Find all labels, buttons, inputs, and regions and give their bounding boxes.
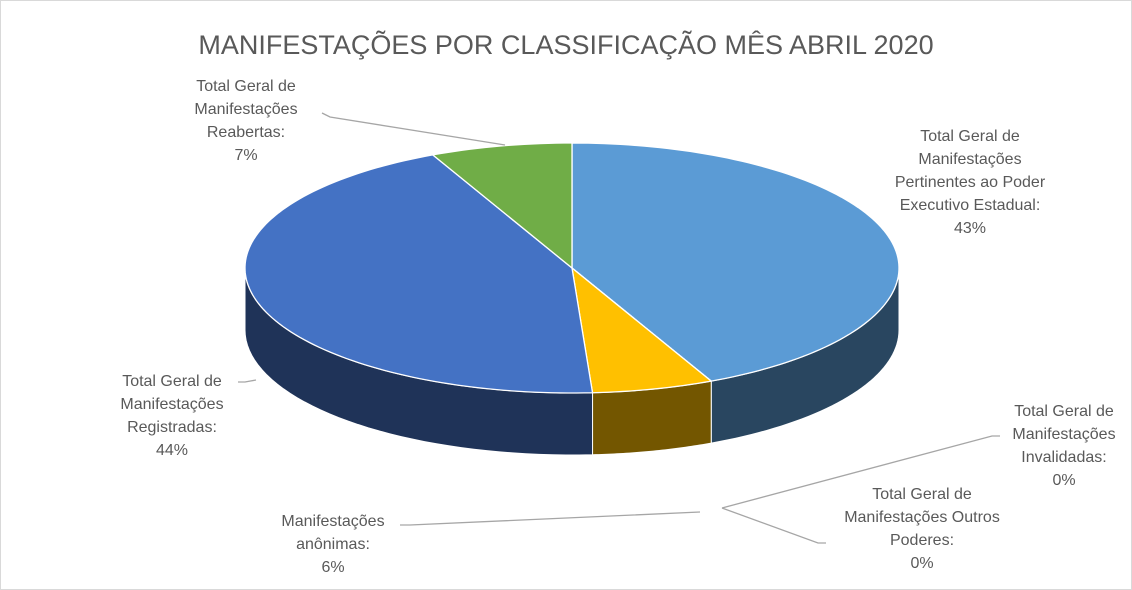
category-label: Total Geral de Manifestações Reabertas: — [194, 78, 298, 141]
value-label: 0% — [910, 555, 934, 572]
leader-line — [238, 379, 257, 383]
data-label: Total Geral de Manifestações Pertinentes… — [880, 125, 1060, 240]
slice — [431, 142, 573, 270]
data-label: Total Geral de Manifestações Outros Pode… — [835, 483, 1010, 575]
value-label: 0% — [1052, 472, 1076, 489]
leader-line — [321, 112, 506, 146]
category-label: Total Geral de Manifestações Registradas… — [120, 373, 224, 436]
data-label: Manifestações anônimas: 6% — [268, 510, 398, 579]
data-label: Total Geral de Manifestações Reabertas: 7… — [181, 75, 311, 167]
category-label: Total Geral de Manifestações Invalidadas… — [1012, 403, 1116, 466]
slice — [571, 142, 900, 382]
data-label: Total Geral de Manifestações Invalidadas… — [999, 400, 1129, 492]
slice — [571, 266, 713, 394]
category-label: Total Geral de Manifestações Pertinentes… — [894, 128, 1046, 214]
chart-title: MANIFESTAÇÕES POR CLASSIFICAÇÃO MÊS ABRI… — [198, 30, 934, 60]
leader-line — [721, 507, 826, 544]
data-label: Total Geral de Manifestações Registradas… — [107, 370, 237, 462]
value-label: 43% — [953, 220, 987, 237]
value-label: 6% — [321, 559, 345, 576]
category-label: Manifestações anônimas: — [281, 513, 385, 553]
category-label: Total Geral de Manifestações Outros Pode… — [844, 486, 1000, 549]
value-label: 7% — [234, 147, 258, 164]
pie-sides — [244, 267, 900, 456]
leader-line — [721, 435, 1000, 509]
pie-tops — [244, 142, 900, 394]
leader-lines — [238, 112, 1000, 544]
value-label: 44% — [155, 442, 189, 459]
leader-line — [400, 511, 701, 526]
